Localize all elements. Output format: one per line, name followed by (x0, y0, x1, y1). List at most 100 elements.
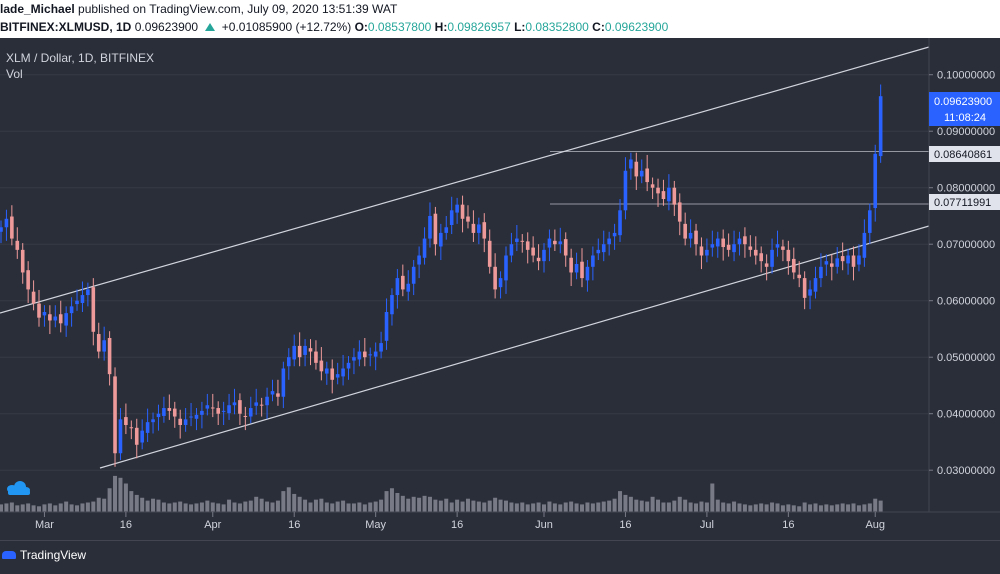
candle-body-2020-03-26 (178, 418, 182, 425)
candle-body-2020-06-02 (547, 238, 552, 248)
volume-bar-2020-06-15 (618, 491, 623, 512)
volume-bar-2020-07-03 (715, 499, 720, 512)
volume-bar-2020-06-25 (672, 500, 677, 512)
volume-bar-2020-05-14 (444, 498, 449, 512)
candle-body-2020-04-09 (254, 402, 259, 406)
volume-bar-2020-06-24 (666, 502, 671, 512)
volume-bar-2020-04-25 (341, 500, 346, 512)
publisher-name[interactable]: lade_Michael (0, 2, 75, 16)
candle-body-2020-04-14 (281, 368, 286, 397)
volume-bar-2020-03-13 (107, 488, 112, 512)
y-tick-label-2: 0.08000000 (937, 183, 995, 195)
volume-bar-2020-06-21 (650, 496, 655, 512)
y-tick-label-6: 0.04000000 (937, 409, 995, 421)
trend-channel[interactable] (0, 46, 930, 469)
volume-bar-2020-07-12 (764, 504, 769, 512)
candle-body-2020-05-21 (482, 222, 487, 239)
volume-bar-2020-07-30 (862, 504, 867, 512)
candle-body-2020-03-12 (102, 340, 106, 352)
y-tick-label-0: 0.10000000 (937, 70, 995, 82)
x-tick-label-8: Jul (700, 519, 714, 531)
volume-bar-2020-05-02 (379, 499, 384, 512)
volume-bar-2020-03-18 (134, 494, 139, 512)
volume-bar-2020-07-19 (802, 502, 807, 512)
volume-bar-2020-07-04 (721, 502, 726, 512)
volume-bar-2020-05-15 (449, 502, 454, 512)
candle-body-2020-07-02 (710, 244, 715, 248)
candle-body-2020-03-27 (183, 419, 188, 425)
x-tick-label-5: 16 (451, 519, 463, 531)
volume-bar-2020-07-10 (753, 504, 758, 512)
volume-bar-2020-02-24 (9, 502, 14, 512)
volume-bar-2020-07-14 (775, 503, 780, 512)
volume-bar-2020-06-20 (645, 501, 650, 512)
candle-body-2020-07-11 (759, 253, 763, 262)
candle-body-2020-06-06 (569, 257, 573, 273)
candle-body-2020-02-25 (15, 240, 20, 250)
candle-body-2020-05-26 (509, 244, 514, 256)
tradingview-logo-icon (2, 551, 16, 559)
candle-body-2020-04-24 (335, 374, 340, 378)
volume-bar-2020-03-09 (85, 502, 90, 512)
close-value: 0.09623900 (604, 20, 669, 34)
candle-body-2020-03-19 (140, 430, 144, 443)
candle-body-2020-07-31 (868, 210, 872, 233)
time-axis[interactable]: Mar 16 Apr 16 May 16 Jun 16 Jul 16 Aug (35, 512, 885, 531)
candle-body-2020-05-20 (477, 224, 481, 233)
high-value: 0.09826957 (447, 20, 511, 34)
publish-header: lade_Michael published on TradingView.co… (0, 0, 1000, 38)
candle-body-2020-08-02 (878, 96, 883, 157)
volume-bar-2020-06-13 (607, 500, 612, 512)
x-tick-label-4: May (365, 519, 386, 531)
volume-bars (0, 475, 883, 512)
volume-bar-2020-04-05 (232, 502, 237, 512)
candle-body-2020-03-08 (80, 295, 85, 303)
volume-bar-2020-04-29 (362, 504, 367, 512)
candle-body-2020-05-10 (422, 238, 427, 258)
candle-body-2020-03-15 (118, 419, 123, 454)
volume-bar-2020-03-06 (69, 504, 74, 512)
volume-bar-2020-05-11 (427, 496, 432, 512)
volume-bar-2020-08-01 (873, 498, 878, 512)
candle-body-2020-07-21 (813, 278, 818, 292)
channel-lower-line[interactable] (99, 225, 930, 469)
price-axis[interactable]: 0.10000000 0.09000000 0.08000000 0.07000000… (929, 70, 995, 477)
candle-body-2020-03-05 (64, 313, 68, 326)
volume-bar-2020-03-28 (189, 504, 194, 512)
volume-bar-2020-03-05 (64, 501, 69, 512)
candle-body-2020-07-07 (737, 238, 742, 245)
up-arrow-icon (205, 23, 216, 31)
volume-bar-2020-06-09 (585, 502, 590, 512)
volume-bar-2020-04-27 (351, 503, 356, 512)
volume-bar-2020-04-22 (324, 502, 329, 512)
volume-bar-2020-05-18 (465, 498, 470, 512)
volume-bar-2020-06-19 (639, 500, 644, 512)
price-chart[interactable]: 0.10000000 0.09000000 0.08000000 0.07000000… (0, 38, 1000, 540)
candle-body-2020-08-01 (873, 153, 878, 209)
volume-bar-2020-03-10 (91, 501, 96, 512)
candle-body-2020-05-05 (395, 278, 400, 296)
volume-bar-2020-03-21 (151, 498, 156, 512)
volume-bar-2020-07-05 (726, 503, 731, 512)
candle-body-2020-04-20 (314, 351, 318, 363)
candle-body-2020-07-30 (862, 232, 867, 258)
candle-body-2020-03-25 (172, 408, 177, 417)
candle-body-2020-07-04 (721, 238, 725, 248)
channel-upper-line[interactable] (0, 46, 930, 314)
low-value: 0.08352800 (525, 20, 589, 34)
volume-bar-2020-03-02 (47, 503, 52, 512)
candle-body-2020-07-09 (748, 246, 753, 250)
volume-bar-2020-03-20 (145, 500, 150, 512)
high-label: H: (434, 20, 448, 34)
candle-body-2020-07-23 (824, 261, 829, 265)
candle-body-2020-04-12 (270, 391, 275, 395)
volume-bar-2020-07-23 (824, 504, 829, 512)
volume-bar-2020-04-18 (303, 499, 308, 512)
volume-bar-2020-04-11 (265, 501, 270, 512)
volume-bar-2020-07-01 (704, 502, 709, 512)
volume-bar-2020-04-16 (292, 493, 297, 512)
volume-bar-2020-03-19 (140, 497, 145, 512)
volume-bar-2020-04-01 (210, 502, 215, 512)
last-price: 0.09623900 (134, 20, 199, 34)
tradingview-brand[interactable]: TradingView (2, 548, 86, 562)
